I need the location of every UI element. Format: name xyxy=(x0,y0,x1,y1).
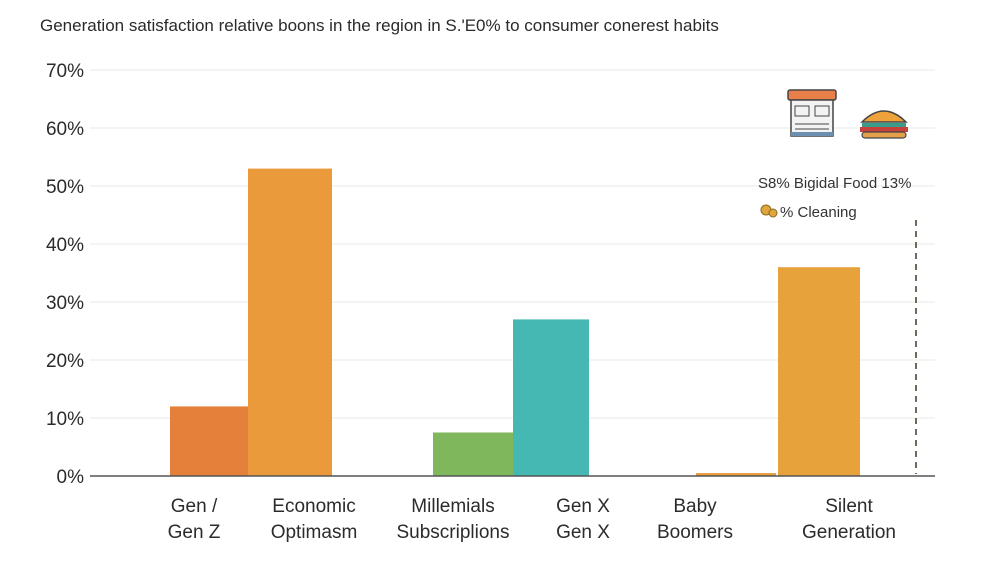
burger-icon xyxy=(860,110,908,139)
bar xyxy=(696,473,776,476)
x-tick-label: Economic Optimasm xyxy=(271,496,358,543)
y-tick-label: 60% xyxy=(46,119,84,140)
y-tick-label: 40% xyxy=(46,235,84,256)
bar xyxy=(778,267,860,476)
food-jar-icon xyxy=(787,89,837,137)
bar xyxy=(513,319,589,476)
x-tick-label: Baby Boomers xyxy=(657,496,733,543)
annotation-cleaning: % Cleaning xyxy=(780,204,857,221)
coin-icon xyxy=(760,204,778,218)
y-tick-label: 70% xyxy=(46,61,84,82)
x-tick-label: Gen X Gen X xyxy=(556,496,610,543)
chart-title: Generation satisfaction relative boons i… xyxy=(40,16,719,35)
x-tick-label: Silent Generation xyxy=(802,496,896,543)
annotation-food: S8% Bigidal Food 13% xyxy=(758,175,911,192)
bar xyxy=(170,406,248,476)
x-tick-label: Millemials Subscriplions xyxy=(397,496,510,543)
bar xyxy=(248,168,332,476)
y-tick-label: 0% xyxy=(57,467,85,488)
y-tick-label: 10% xyxy=(46,409,84,430)
y-tick-label: 20% xyxy=(46,351,84,372)
x-axis-labels: Gen / Gen Z Economic Optimasm Millemials Subs… xyxy=(168,496,896,543)
bars xyxy=(170,168,860,476)
bar xyxy=(433,432,513,476)
y-axis-ticks: 0% 10% 20% 30% 40% 50% 60% 70% xyxy=(46,61,84,488)
y-tick-label: 30% xyxy=(46,293,84,314)
y-tick-label: 50% xyxy=(46,177,84,198)
x-tick-label: Gen / Gen Z xyxy=(168,496,221,543)
